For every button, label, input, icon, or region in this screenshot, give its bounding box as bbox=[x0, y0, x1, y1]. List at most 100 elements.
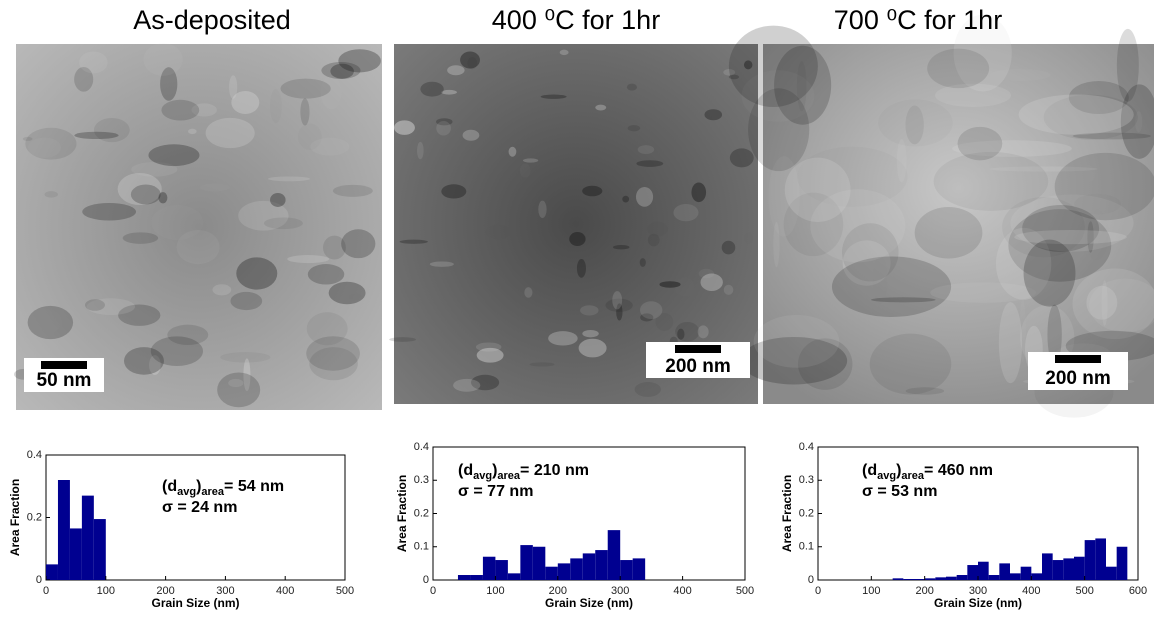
grain bbox=[582, 185, 603, 197]
bar bbox=[1095, 538, 1106, 580]
grain bbox=[332, 184, 373, 197]
panel-title: 400 ⁰C for 1hr bbox=[492, 5, 660, 35]
grain bbox=[784, 157, 851, 222]
x-tick-label: 100 bbox=[862, 585, 880, 597]
grain bbox=[436, 120, 451, 136]
x-tick-label: 200 bbox=[156, 585, 174, 597]
grain bbox=[1047, 304, 1062, 365]
annotation-part: ) bbox=[196, 478, 201, 495]
grain bbox=[25, 127, 77, 160]
grain bbox=[753, 315, 840, 368]
annotation-part: σ = 53 nm bbox=[862, 483, 937, 500]
grain bbox=[783, 192, 844, 257]
grain bbox=[796, 61, 807, 112]
y-axis-label: Area Fraction bbox=[395, 475, 409, 552]
grain bbox=[161, 99, 200, 121]
grain bbox=[93, 117, 130, 143]
bar bbox=[495, 560, 508, 580]
grain bbox=[914, 207, 983, 259]
grain bbox=[323, 235, 346, 260]
micrographs bbox=[14, 14, 1154, 418]
grain bbox=[774, 45, 832, 125]
bar bbox=[988, 575, 1000, 580]
annotation-part: area bbox=[497, 470, 521, 482]
grain bbox=[576, 259, 586, 278]
grain bbox=[330, 63, 354, 79]
grain bbox=[462, 129, 480, 141]
bar bbox=[545, 566, 558, 580]
grain bbox=[1135, 111, 1143, 133]
bar bbox=[903, 579, 914, 580]
x-tick-label: 500 bbox=[736, 585, 754, 597]
grain bbox=[1087, 221, 1094, 253]
grain bbox=[150, 336, 203, 367]
grain bbox=[930, 282, 1037, 303]
grain bbox=[436, 118, 453, 126]
bar bbox=[69, 528, 82, 580]
grain bbox=[32, 96, 42, 103]
x-tick-label: 0 bbox=[815, 585, 821, 597]
grain bbox=[842, 240, 891, 286]
grain bbox=[691, 182, 707, 203]
grain bbox=[748, 88, 810, 172]
grain bbox=[230, 291, 263, 311]
grain bbox=[723, 284, 734, 295]
grain bbox=[460, 51, 480, 69]
micrograph bbox=[16, 44, 382, 410]
grain bbox=[744, 232, 753, 244]
grain bbox=[673, 203, 699, 222]
grain bbox=[580, 305, 599, 316]
grain bbox=[952, 140, 1072, 157]
grain bbox=[1018, 94, 1134, 135]
bar bbox=[892, 578, 904, 580]
annotation-part: σ = 24 nm bbox=[162, 499, 237, 516]
bar bbox=[532, 546, 546, 580]
grain bbox=[1019, 299, 1026, 362]
grain bbox=[640, 313, 654, 322]
grain bbox=[188, 128, 197, 135]
grain bbox=[896, 138, 907, 183]
grain bbox=[957, 126, 1003, 161]
y-tick-label: 0.3 bbox=[799, 474, 814, 486]
x-tick-label: 600 bbox=[1129, 585, 1147, 597]
bar bbox=[999, 563, 1010, 580]
grain bbox=[697, 325, 709, 339]
bar bbox=[507, 573, 521, 580]
bar bbox=[607, 530, 621, 580]
grain bbox=[22, 136, 33, 141]
grain bbox=[300, 98, 310, 126]
grain bbox=[416, 141, 424, 160]
bar bbox=[457, 575, 471, 580]
grain bbox=[704, 109, 723, 121]
scale-bar bbox=[41, 361, 87, 369]
grain bbox=[243, 358, 251, 392]
grain bbox=[176, 229, 220, 265]
grain bbox=[151, 205, 203, 240]
annotation: σ = 24 nm bbox=[162, 499, 237, 516]
y-tick-label: 0.4 bbox=[27, 449, 42, 461]
y-tick-label: 0.4 bbox=[414, 441, 429, 453]
grain bbox=[647, 233, 660, 247]
bar bbox=[93, 519, 106, 580]
grain bbox=[622, 195, 630, 203]
annotation-part: (d bbox=[862, 462, 877, 479]
grain bbox=[905, 387, 945, 395]
grain bbox=[270, 89, 282, 123]
bar bbox=[470, 575, 483, 580]
grain bbox=[420, 81, 444, 97]
annotation: (davg)area= 460 nm bbox=[862, 462, 993, 482]
x-tick-label: 300 bbox=[969, 585, 987, 597]
grain bbox=[698, 268, 715, 279]
grain bbox=[637, 145, 655, 155]
grain bbox=[723, 68, 736, 76]
bar bbox=[914, 579, 925, 580]
grain bbox=[263, 217, 303, 230]
grain bbox=[1014, 229, 1127, 245]
bar bbox=[81, 495, 94, 580]
x-axis-label: Grain Size (nm) bbox=[151, 596, 239, 610]
bar bbox=[1074, 556, 1085, 580]
x-tick-label: 300 bbox=[216, 585, 234, 597]
grain bbox=[522, 158, 539, 163]
grain bbox=[647, 222, 668, 237]
grain bbox=[476, 347, 504, 363]
